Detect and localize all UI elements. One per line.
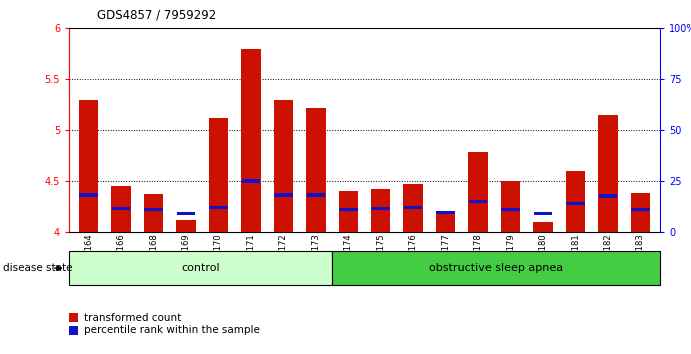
Bar [241,49,261,232]
Bar [209,118,228,232]
Bar [404,206,422,209]
Text: control: control [181,263,220,273]
Bar [111,186,131,232]
Bar [631,193,650,232]
Bar [631,208,650,211]
Bar [79,193,98,197]
Bar [209,206,227,209]
Bar [598,194,617,198]
Bar [112,207,131,210]
Bar [306,108,325,232]
Bar [79,99,98,232]
Bar [436,211,455,232]
Bar [371,189,390,232]
Bar [533,222,553,232]
Bar [144,208,163,211]
Text: obstructive sleep apnea: obstructive sleep apnea [428,263,563,273]
Bar [307,193,325,197]
Text: GDS4857 / 7959292: GDS4857 / 7959292 [97,9,216,22]
Bar [144,194,163,232]
Bar [177,212,196,215]
Text: disease state: disease state [3,263,73,273]
Bar [468,153,488,232]
Bar [437,211,455,214]
Bar [502,208,520,211]
Text: percentile rank within the sample: percentile rank within the sample [84,325,260,335]
Bar [501,181,520,232]
Bar [176,219,196,232]
Bar [339,208,357,211]
Bar [566,201,585,205]
Bar [566,171,585,232]
Bar [242,179,260,183]
Bar [404,184,423,232]
Bar [598,115,618,232]
Bar [372,207,390,210]
Bar [469,200,487,203]
Bar [274,193,292,197]
Bar [339,191,358,232]
Text: transformed count: transformed count [84,313,181,323]
Bar [274,99,293,232]
Bar [533,212,552,215]
